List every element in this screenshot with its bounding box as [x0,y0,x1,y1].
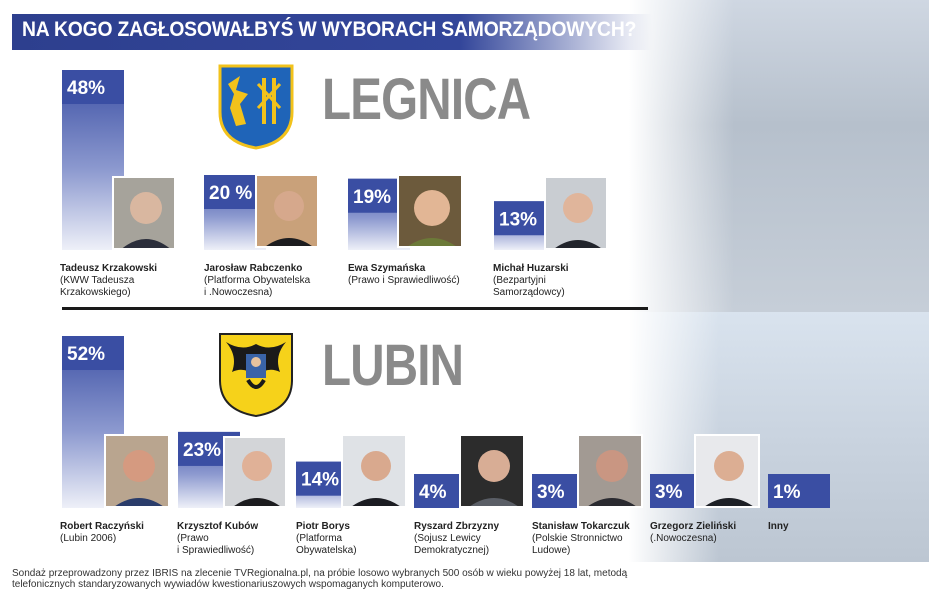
bar-label-background [62,70,124,104]
candidate-label-rabczenko: Jarosław Rabczenko (Platforma Obywatelsk… [204,263,310,299]
candidate-photo-zielinski [694,434,760,508]
candidate-name: Jarosław Rabczenko [204,263,303,274]
chart-title-lubin: LUBIN [322,333,464,398]
candidate-name: Inny [768,521,789,532]
candidate-label-borys: Piotr Borys (Platforma Obywatelska) [296,521,357,557]
candidate-party: (Platforma Obywatelska i .Nowoczesna) [204,275,311,298]
candidate-party: (.Nowoczesna) [650,533,717,544]
candidate-photo-tokarczuk [577,434,643,508]
lubin-town-hall-photo [629,312,929,562]
bar-value-label: 3% [655,482,683,503]
legnica-town-hall-photo [629,0,929,312]
candidate-name: Michał Huzarski [493,263,569,274]
bar-value-label: 14% [301,470,339,491]
lubin-coat-of-arms-icon [219,333,293,418]
survey-footnote: Sondaż przeprowadzony przez IBRIS na zle… [12,568,628,590]
candidate-photo-huzarski [544,176,608,250]
bar-value-label: 48% [67,78,105,99]
bar-value-label: 4% [419,482,447,503]
candidate-party: (Lubin 2006) [60,533,117,544]
title-banner: NA KOGO ZAGŁOSOWAŁBYŚ W WYBORACH SAMORZĄ… [12,14,652,50]
candidate-party: (Polskie Stronnictwo Ludowe) [532,533,623,556]
candidate-name: Grzegorz Zieliński [650,521,737,532]
candidate-label-tokarczuk: Stanisław Tokarczuk (Polskie Stronnictwo… [532,521,630,557]
chart-title-legnica: LEGNICA [322,67,531,132]
candidate-photo-krzakowski [112,176,176,250]
section-divider [62,307,648,310]
candidate-photo-borys [341,434,407,508]
candidate-name: Robert Raczyński [60,521,144,532]
candidate-label-raczynski: Robert Raczyński (Lubin 2006) [60,521,144,545]
bar-label-background [768,474,830,508]
bar-value-label: 19% [353,187,391,208]
bar-value-label: 13% [499,209,537,230]
bar-value-label: 3% [537,482,565,503]
bar-value-label: 1% [773,482,801,503]
candidate-name: Ryszard Zbrzyzny [414,521,500,532]
candidate-name: Tadeusz Krzakowski [60,263,158,274]
candidate-name: Krzysztof Kubów [177,521,259,532]
legnica-coat-of-arms-icon [218,64,294,150]
candidate-label-szymanska: Ewa Szymańska (Prawo i Sprawiedliwość) [348,263,460,287]
candidate-party: (KWW Tadeusza Krzakowskiego) [60,275,135,298]
candidate-party: (Sojusz Lewicy Demokratycznej) [414,533,490,556]
bar-label-background [62,336,124,370]
candidate-photo-raczynski [104,434,170,508]
candidate-party: (Platforma Obywatelska) [296,533,357,556]
candidate-party: (Prawo i Sprawiedliwość) [177,533,255,556]
candidate-label-other: Inny [768,521,789,533]
chart-title: NA KOGO ZAGŁOSOWAŁBYŚ W WYBORACH SAMORZĄ… [22,18,637,41]
candidate-label-zielinski: Grzegorz Zieliński (.Nowoczesna) [650,521,736,545]
candidate-party: (Prawo i Sprawiedliwość) [348,275,460,286]
candidate-photo-rabczenko [255,174,319,248]
bar-value-label: 20 % [209,183,252,204]
bar-value-label: 52% [67,344,105,365]
candidate-party: (Bezpartyjni Samorządowcy) [493,275,565,298]
bar-group: 1% [768,474,830,508]
candidate-photo-zbrzyzny [459,434,525,508]
bar-value-label: 23% [183,440,221,461]
candidate-photo-szymanska [397,174,463,248]
candidate-photo-kubow [223,436,287,508]
candidate-label-krzakowski: Tadeusz Krzakowski (KWW Tadeusza Krzakow… [60,263,157,299]
candidate-name: Piotr Borys [296,521,350,532]
candidate-label-huzarski: Michał Huzarski (Bezpartyjni Samorządowc… [493,263,569,299]
candidate-name: Ewa Szymańska [348,263,426,274]
candidate-label-kubow: Krzysztof Kubów (Prawo i Sprawiedliwość) [177,521,258,557]
candidate-label-zbrzyzny: Ryszard Zbrzyzny (Sojusz Lewicy Demokrat… [414,521,499,557]
candidate-name: Stanisław Tokarczuk [532,521,630,532]
